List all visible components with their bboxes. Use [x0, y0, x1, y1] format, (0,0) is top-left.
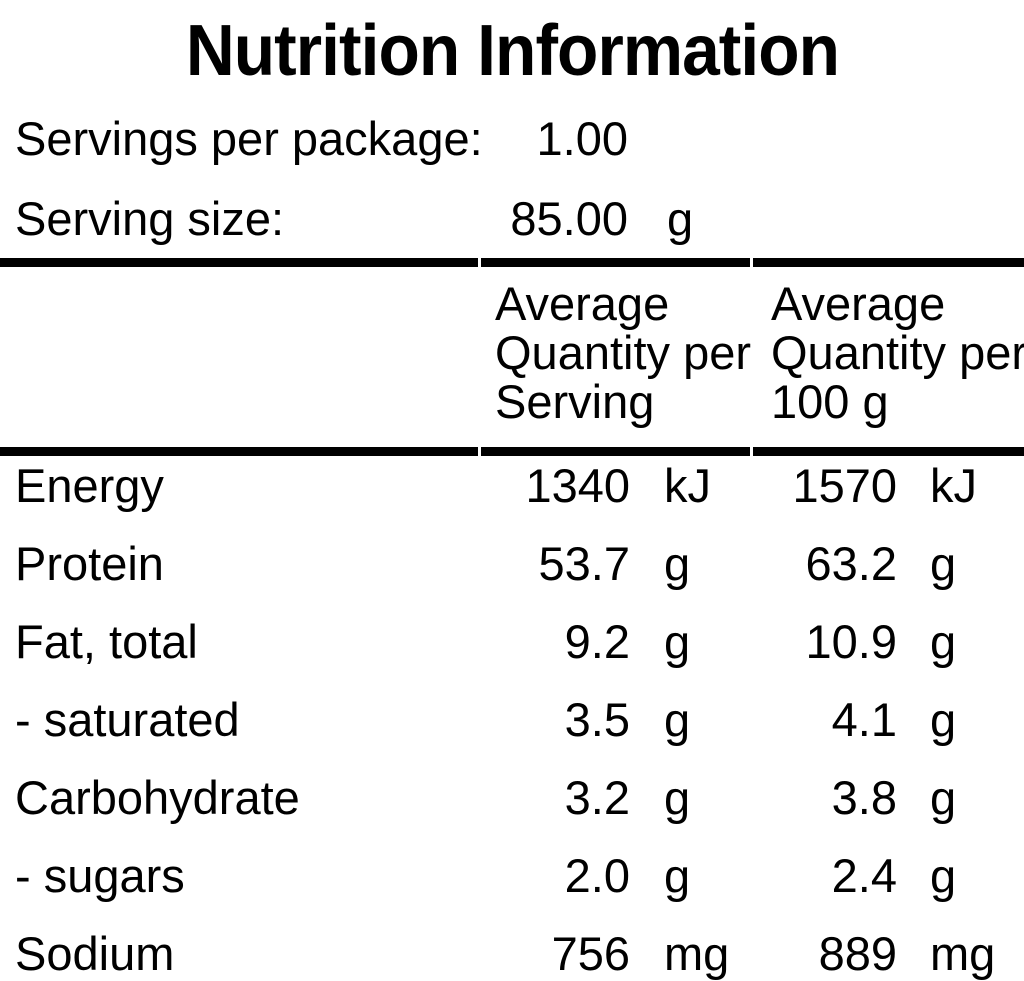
serving-size-label: Serving size:: [15, 192, 285, 245]
divider-segment: [753, 258, 1024, 267]
per-100g-value: 63.2: [805, 537, 897, 590]
page-title: Nutrition Information: [0, 15, 1024, 87]
per-serving-value: 756: [551, 927, 630, 980]
per-100g-value: 3.8: [831, 771, 897, 824]
column-header-line: Average: [495, 277, 670, 330]
column-header-line: 100 g: [771, 375, 889, 428]
column-header-line: Quantity per: [495, 326, 752, 379]
servings-per-package-row: Servings per package: 1.00: [0, 115, 1024, 171]
table-row-sodium: Sodium 756 mg 889 mg: [0, 930, 1024, 981]
nutrient-label: Protein: [15, 537, 164, 590]
column-header-per-serving: Average Quantity per Serving: [495, 279, 751, 426]
page-title-text: Nutrition Information: [185, 11, 839, 91]
per-serving-unit: mg: [664, 927, 730, 980]
per-serving-value: 1340: [525, 459, 630, 512]
per-100g-unit: g: [930, 771, 957, 824]
table-row-fat-total: Fat, total 9.2 g 10.9 g: [0, 618, 1024, 678]
table-row-protein: Protein 53.7 g 63.2 g: [0, 540, 1024, 600]
table-row-carbohydrate: Carbohydrate 3.2 g 3.8 g: [0, 774, 1024, 834]
table-row-energy: Energy 1340 kJ 1570 kJ: [0, 462, 1024, 522]
per-100g-value: 1570: [792, 459, 897, 512]
per-100g-value: 10.9: [805, 615, 897, 668]
per-100g-unit: g: [930, 849, 957, 902]
per-serving-unit: g: [664, 771, 691, 824]
divider-segment: [0, 447, 478, 456]
servings-per-package-value: 1.00: [536, 112, 628, 165]
servings-per-package-label: Servings per package:: [15, 112, 483, 165]
per-serving-value: 2.0: [564, 849, 630, 902]
divider-segment: [481, 258, 750, 267]
table-row-saturated: - saturated 3.5 g 4.1 g: [0, 696, 1024, 756]
divider-header: [0, 447, 1024, 456]
nutrient-label: - saturated: [15, 693, 240, 746]
nutrient-label: Fat, total: [15, 615, 198, 668]
per-serving-value: 3.5: [564, 693, 630, 746]
table-row-sugars: - sugars 2.0 g 2.4 g: [0, 852, 1024, 912]
per-100g-unit: kJ: [930, 459, 977, 512]
per-serving-unit: kJ: [664, 459, 711, 512]
column-header-per-100g: Average Quantity per 100 g: [771, 279, 1024, 426]
per-serving-unit: g: [664, 693, 691, 746]
per-serving-unit: g: [664, 537, 691, 590]
column-header-line: Serving: [495, 375, 655, 428]
column-header-line: Average: [771, 277, 946, 330]
divider-segment: [0, 258, 478, 267]
column-header-line: Quantity per: [771, 326, 1024, 379]
nutrient-label: Carbohydrate: [15, 771, 300, 824]
divider-top: [0, 258, 1024, 267]
per-serving-value: 9.2: [564, 615, 630, 668]
serving-size-row: Serving size: 85.00 g: [0, 195, 1024, 251]
per-serving-value: 53.7: [538, 537, 630, 590]
per-100g-unit: mg: [930, 927, 996, 980]
per-100g-unit: g: [930, 615, 957, 668]
per-100g-value: 4.1: [831, 693, 897, 746]
nutrient-label: Energy: [15, 459, 164, 512]
per-100g-value: 889: [818, 927, 897, 980]
divider-segment: [753, 447, 1024, 456]
per-serving-unit: g: [664, 615, 691, 668]
per-serving-value: 3.2: [564, 771, 630, 824]
serving-size-unit: g: [667, 192, 694, 245]
per-100g-unit: g: [930, 537, 957, 590]
nutrient-label: Sodium: [15, 927, 175, 980]
serving-size-value: 85.00: [510, 192, 628, 245]
per-serving-unit: g: [664, 849, 691, 902]
nutrient-label: - sugars: [15, 849, 185, 902]
divider-segment: [481, 447, 750, 456]
per-100g-unit: g: [930, 693, 957, 746]
per-100g-value: 2.4: [831, 849, 897, 902]
